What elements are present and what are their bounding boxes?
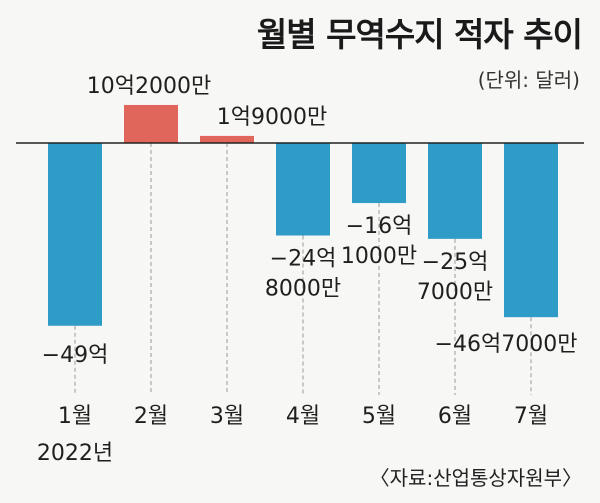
x-tick-label: 2월	[134, 404, 168, 429]
bar	[352, 143, 406, 204]
x-tick-label: 6월	[438, 404, 472, 429]
x-tick-label: 1월 2022년	[37, 404, 113, 466]
bar	[48, 143, 102, 326]
source-note: 〈자료:산업통상자원부〉	[369, 466, 582, 490]
data-label: −16억 1000만	[341, 214, 417, 269]
bar	[276, 143, 330, 236]
data-label: −25억 7000만	[417, 250, 493, 305]
bar	[124, 104, 178, 143]
chart-title: 월별 무역수지 적자 추이	[256, 15, 583, 54]
data-label: −49억	[42, 343, 109, 368]
data-label: −46억7000만	[435, 332, 578, 357]
bar	[200, 135, 254, 143]
x-tick-label: 5월	[362, 404, 396, 429]
data-label: 1억9000만	[217, 105, 327, 130]
unit-note: (단위: 달러)	[477, 68, 580, 92]
data-label: 10억2000만	[87, 74, 211, 99]
bar	[428, 143, 482, 239]
bar	[504, 143, 558, 318]
data-label: −24억 8000만	[265, 247, 341, 302]
x-tick-label: 7월	[514, 404, 548, 429]
x-tick-label: 3월	[210, 404, 244, 429]
x-tick-label: 4월	[286, 404, 320, 429]
